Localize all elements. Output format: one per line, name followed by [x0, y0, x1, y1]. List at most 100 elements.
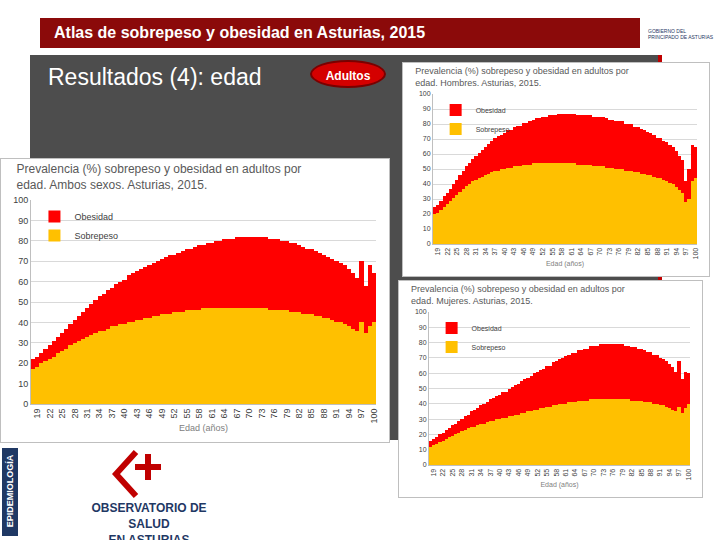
svg-text:79: 79	[625, 248, 632, 256]
svg-text:34: 34	[95, 409, 105, 419]
svg-text:64: 64	[219, 409, 229, 419]
svg-text:Obesidad: Obesidad	[472, 325, 502, 332]
svg-text:Sobrepeso: Sobrepeso	[472, 344, 506, 352]
svg-text:46: 46	[515, 469, 522, 477]
svg-text:73: 73	[606, 248, 613, 256]
svg-text:34: 34	[482, 248, 489, 256]
svg-text:90: 90	[419, 324, 427, 331]
svg-text:52: 52	[534, 469, 541, 477]
svg-text:20: 20	[419, 431, 427, 438]
svg-text:55: 55	[549, 248, 556, 256]
svg-text:60: 60	[419, 370, 427, 377]
svg-text:46: 46	[520, 248, 527, 256]
svg-text:64: 64	[577, 248, 584, 256]
svg-text:0: 0	[423, 461, 427, 468]
svg-text:49: 49	[157, 409, 167, 419]
svg-text:52: 52	[539, 248, 546, 256]
svg-text:10: 10	[18, 379, 28, 389]
svg-text:37: 37	[487, 469, 494, 477]
svg-text:52: 52	[169, 409, 179, 419]
svg-text:70: 70	[596, 248, 603, 256]
svg-text:40: 40	[496, 469, 503, 477]
svg-text:85: 85	[306, 409, 316, 419]
svg-text:19: 19	[32, 409, 42, 419]
svg-text:100: 100	[692, 248, 699, 260]
svg-text:Sobrepeso: Sobrepeso	[476, 126, 510, 134]
svg-text:67: 67	[581, 469, 588, 477]
svg-text:60: 60	[18, 277, 28, 287]
svg-text:94: 94	[666, 469, 673, 477]
svg-text:40: 40	[419, 400, 427, 407]
svg-text:100: 100	[685, 469, 692, 481]
svg-text:100: 100	[415, 308, 427, 315]
svg-text:100: 100	[13, 195, 28, 205]
svg-text:49: 49	[529, 248, 536, 256]
svg-text:82: 82	[294, 409, 304, 419]
svg-text:85: 85	[638, 469, 645, 477]
svg-text:31: 31	[472, 248, 479, 256]
svg-text:22: 22	[439, 469, 446, 477]
svg-text:10: 10	[423, 225, 431, 232]
svg-text:Obesidad: Obesidad	[476, 107, 506, 114]
svg-text:70: 70	[18, 256, 28, 266]
svg-text:Prevalencia (%) sobrepeso y ob: Prevalencia (%) sobrepeso y obesidad en …	[411, 284, 625, 306]
svg-text:88: 88	[654, 248, 661, 256]
svg-text:28: 28	[70, 409, 80, 419]
svg-text:82: 82	[628, 469, 635, 477]
svg-text:22: 22	[444, 248, 451, 256]
svg-text:94: 94	[673, 248, 680, 256]
svg-text:0: 0	[23, 399, 28, 409]
svg-text:50: 50	[419, 385, 427, 392]
svg-text:80: 80	[423, 120, 431, 127]
svg-text:90: 90	[423, 105, 431, 112]
svg-text:19: 19	[434, 248, 441, 256]
svg-text:90: 90	[18, 216, 28, 226]
svg-text:70: 70	[590, 469, 597, 477]
svg-text:97: 97	[356, 409, 366, 419]
svg-text:20: 20	[18, 358, 28, 368]
svg-text:25: 25	[57, 409, 67, 419]
svg-text:100: 100	[369, 409, 379, 424]
svg-text:70: 70	[419, 354, 427, 361]
svg-text:10: 10	[419, 446, 427, 453]
svg-text:43: 43	[510, 248, 517, 256]
svg-text:58: 58	[558, 248, 565, 256]
svg-text:30: 30	[423, 195, 431, 202]
svg-text:Edad (años): Edad (años)	[179, 423, 228, 433]
svg-text:80: 80	[18, 236, 28, 246]
svg-text:67: 67	[587, 248, 594, 256]
svg-text:19: 19	[430, 469, 437, 477]
svg-text:31: 31	[82, 409, 92, 419]
svg-text:43: 43	[505, 469, 512, 477]
svg-text:25: 25	[453, 248, 460, 256]
svg-text:Sobrepeso: Sobrepeso	[74, 231, 118, 241]
svg-text:97: 97	[675, 469, 682, 477]
svg-text:91: 91	[331, 409, 341, 419]
svg-text:85: 85	[644, 248, 651, 256]
svg-text:37: 37	[107, 409, 117, 419]
svg-text:64: 64	[571, 469, 578, 477]
svg-text:82: 82	[634, 248, 641, 256]
svg-text:0: 0	[427, 240, 431, 247]
svg-text:40: 40	[18, 318, 28, 328]
svg-text:40: 40	[119, 409, 129, 419]
svg-text:28: 28	[463, 248, 470, 256]
svg-text:Prevalencia (%) sobrepeso y ob: Prevalencia (%) sobrepeso y obesidad en …	[415, 66, 629, 88]
svg-text:70: 70	[423, 135, 431, 142]
svg-text:50: 50	[18, 297, 28, 307]
svg-text:73: 73	[600, 469, 607, 477]
svg-text:94: 94	[344, 409, 354, 419]
svg-text:25: 25	[449, 469, 456, 477]
svg-text:97: 97	[682, 248, 689, 256]
svg-text:34: 34	[477, 469, 484, 477]
svg-text:61: 61	[562, 469, 569, 477]
svg-text:58: 58	[194, 409, 204, 419]
svg-text:31: 31	[468, 469, 475, 477]
svg-text:22: 22	[45, 409, 55, 419]
svg-text:40: 40	[423, 180, 431, 187]
svg-text:Prevalencia (%) sobrepeso y ob: Prevalencia (%) sobrepeso y obesidad en …	[17, 162, 302, 192]
svg-text:46: 46	[144, 409, 154, 419]
svg-text:40: 40	[501, 248, 508, 256]
svg-text:55: 55	[182, 409, 192, 419]
svg-text:88: 88	[647, 469, 654, 477]
